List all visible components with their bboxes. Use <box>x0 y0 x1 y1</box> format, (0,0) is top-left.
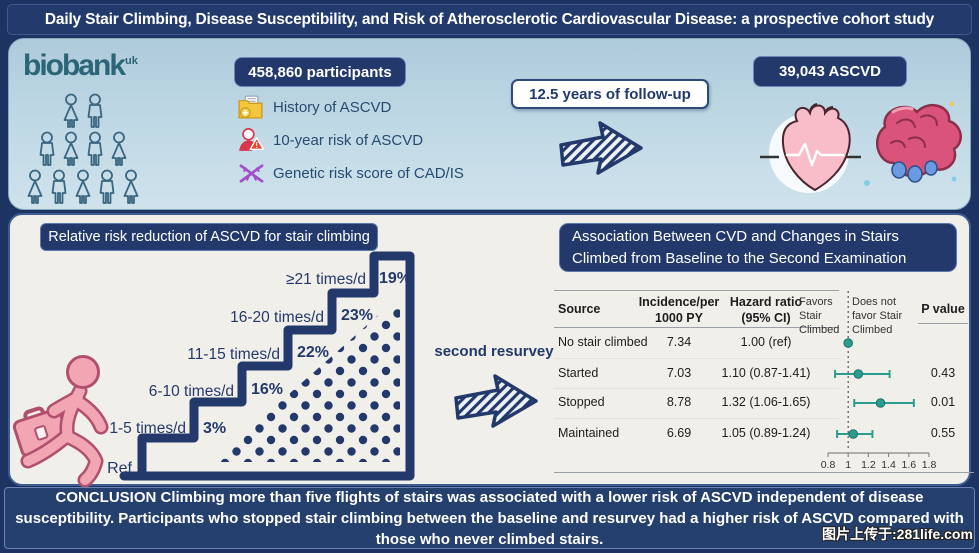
dna-icon <box>239 163 264 183</box>
risk-item-genetic: Genetic risk score of CAD/IS <box>237 157 464 189</box>
forest-legend-not-favor: Does not favor Stair Climbed <box>852 296 903 337</box>
cell-source: Maintained <box>558 426 620 440</box>
forest-axis-tick-label: 1.6 <box>901 459 916 471</box>
biobank-logo-uk: uk <box>125 55 138 67</box>
stair-step-label: 11-15 times/d <box>187 346 280 363</box>
risk-item-label: History of ASCVD <box>273 98 392 116</box>
forest-legend-favors: Favors Stair Climbed <box>799 296 840 337</box>
stair-ref-label: Ref <box>107 460 132 477</box>
table-rule-top <box>554 290 839 291</box>
column-header-source: Source <box>558 302 601 316</box>
stair-step-value: 16% <box>251 381 283 398</box>
risk-item-label: Genetic risk score of CAD/IS <box>273 164 464 182</box>
stair-dots-fill <box>212 296 400 462</box>
stair-step-label: 1-5 times/d <box>109 420 186 437</box>
hr-point <box>853 369 864 379</box>
table-rule-pvalue <box>918 323 968 324</box>
cell-hazard: 1.00 (ref) <box>740 335 792 349</box>
brain-icon <box>864 102 962 186</box>
column-header-pvalue: P value <box>921 302 965 316</box>
hr-point <box>848 429 859 439</box>
results-panel: Relative risk reduction of ASCVD for sta… <box>8 213 974 488</box>
svg-text:!: ! <box>255 139 258 149</box>
column-header-incidence: Incidence/per 1000 PY <box>638 295 720 326</box>
title-bar: Daily Stair Climbing, Disease Susceptibi… <box>7 4 972 35</box>
cell-source: Stopped <box>558 395 605 409</box>
outcome-badge: 39,043 ASCVD <box>753 56 907 87</box>
association-header: Association Between CVD and Changes in S… <box>559 223 957 272</box>
hr-point <box>875 398 886 408</box>
forest-axis-tick-label: 1.8 <box>922 459 937 471</box>
cell-incidence: 7.34 <box>666 335 692 349</box>
cell-pvalue: 0.55 <box>930 426 956 440</box>
risk-item-label: 10-year risk of ASCVD <box>273 131 424 149</box>
folder-plus-icon <box>238 94 263 119</box>
running-person-figure <box>12 355 109 488</box>
forest-axis-tick-label: 0.8 <box>821 459 836 471</box>
person-warning-icon: ! <box>239 127 264 151</box>
watermark: 图片上传于:281life.com <box>822 526 973 542</box>
participants-badge: 458,860 participants <box>234 57 406 87</box>
cohort-panel: biobankuk 458,860 participants <box>8 38 971 210</box>
forward-arrow-icon <box>559 121 643 175</box>
resurvey-label: second resurvey <box>434 343 554 360</box>
conclusion-bar: CONCLUSION Climbing more than five fligh… <box>4 487 975 549</box>
person-body <box>20 355 109 488</box>
biobank-logo-text: biobank <box>23 49 126 82</box>
participants-crowd-icon <box>27 93 139 204</box>
stair-step-value: 22% <box>297 344 329 361</box>
cell-incidence: 7.03 <box>666 366 692 380</box>
stair-step-value: 23% <box>341 307 373 324</box>
cell-hazard: 1.10 (0.87-1.41) <box>721 366 811 380</box>
forest-axis-tick-label: 1.2 <box>861 459 876 471</box>
table-rule-bottom <box>554 472 974 473</box>
cell-hazard: 1.05 (0.89-1.24) <box>721 426 811 440</box>
stair-step-label: ≥21 times/d <box>286 271 366 288</box>
stair-step-value: 3% <box>203 420 226 437</box>
cell-pvalue: 0.43 <box>930 366 956 380</box>
cell-pvalue: 0.01 <box>930 395 956 409</box>
heart-brain-illustration <box>760 102 962 193</box>
risk-factor-list: History of ASCVD ! 10-year risk of ASCVD… <box>237 91 464 190</box>
table-rule-header <box>554 327 839 328</box>
stair-step-label: 16-20 times/d <box>230 309 324 326</box>
cell-source: No stair climbed <box>558 335 648 349</box>
risk-item-history: History of ASCVD <box>237 91 464 123</box>
stair-chart-header: Relative risk reduction of ASCVD for sta… <box>40 223 378 251</box>
biobank-logo: biobankuk <box>23 49 138 83</box>
heart-icon <box>781 103 851 192</box>
resurvey-arrow-icon <box>454 374 538 428</box>
stair-step-value: 19% <box>379 270 411 287</box>
cell-incidence: 6.69 <box>666 426 692 440</box>
stair-outline <box>119 251 415 481</box>
forest-axis-tick-label: 1 <box>845 459 851 471</box>
risk-item-10year: ! 10-year risk of ASCVD <box>237 124 464 156</box>
stair-steps-figure: Ref 1-5 times/d 3% 6-10 times/d 16% 11-1… <box>107 251 415 481</box>
cell-hazard: 1.32 (1.06-1.65) <box>721 395 811 409</box>
hr-point <box>843 338 854 348</box>
forest-plot: 0.8 1 1.2 1.4 1.6 1.8 <box>821 291 937 471</box>
column-header-hazard: Hazard ratio (95% CI) <box>729 295 803 326</box>
forest-axis-tick-label: 1.4 <box>881 459 896 471</box>
page-title: Daily Stair Climbing, Disease Susceptibi… <box>44 10 935 28</box>
followup-badge: 12.5 years of follow-up <box>511 79 709 109</box>
stair-step-label: 6-10 times/d <box>149 383 234 400</box>
cell-source: Started <box>558 366 599 380</box>
conclusion-text: CONCLUSION Climbing more than five fligh… <box>15 488 964 548</box>
cell-incidence: 8.78 <box>666 395 692 409</box>
